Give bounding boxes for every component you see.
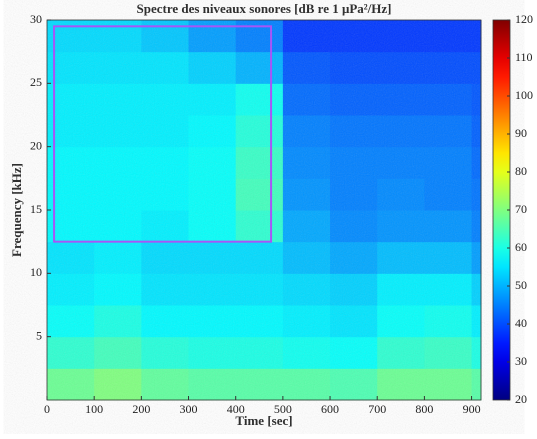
x-tick-label: 800 bbox=[415, 402, 433, 416]
x-tick-label: 900 bbox=[463, 402, 481, 416]
colorbar-tick-label: 20 bbox=[515, 392, 527, 406]
colorbar-tick-label: 120 bbox=[515, 12, 533, 26]
x-tick-label: 300 bbox=[180, 402, 198, 416]
colorbar-tick-label: 110 bbox=[515, 50, 533, 64]
y-tick-label: 25 bbox=[30, 75, 42, 89]
x-axis-label: Time [sec] bbox=[235, 413, 292, 428]
colorbar-tick-label: 70 bbox=[515, 202, 527, 216]
x-tick-label: 200 bbox=[132, 402, 150, 416]
y-tick-label: 15 bbox=[30, 202, 42, 216]
x-tick-label: 100 bbox=[85, 402, 103, 416]
x-tick-label: 400 bbox=[227, 402, 245, 416]
colorbar-tick-label: 40 bbox=[515, 316, 527, 330]
annotation-box bbox=[53, 25, 273, 243]
x-tick-label: 0 bbox=[44, 402, 50, 416]
colorbar-tick-label: 80 bbox=[515, 164, 527, 178]
colorbar-tick-label: 90 bbox=[515, 126, 527, 140]
x-tick-label: 500 bbox=[274, 402, 292, 416]
y-tick-label: 10 bbox=[30, 265, 42, 279]
x-tick-label: 600 bbox=[321, 402, 339, 416]
x-tick-label: 700 bbox=[368, 402, 386, 416]
y-axis-label: Frequency [kHz] bbox=[9, 163, 24, 257]
chart-title: Spectre des niveaux sonores [dB re 1 μPa… bbox=[136, 1, 391, 16]
colorbar-tick-label: 100 bbox=[515, 88, 533, 102]
noise-texture bbox=[47, 20, 481, 400]
y-tick-label: 5 bbox=[36, 328, 42, 342]
colorbar-tick-label: 30 bbox=[515, 354, 527, 368]
y-tick-label: 30 bbox=[30, 12, 42, 26]
colorbar-tick-label: 60 bbox=[515, 240, 527, 254]
y-tick-label: 20 bbox=[30, 138, 42, 152]
colorbar-tick-label: 50 bbox=[515, 278, 527, 292]
